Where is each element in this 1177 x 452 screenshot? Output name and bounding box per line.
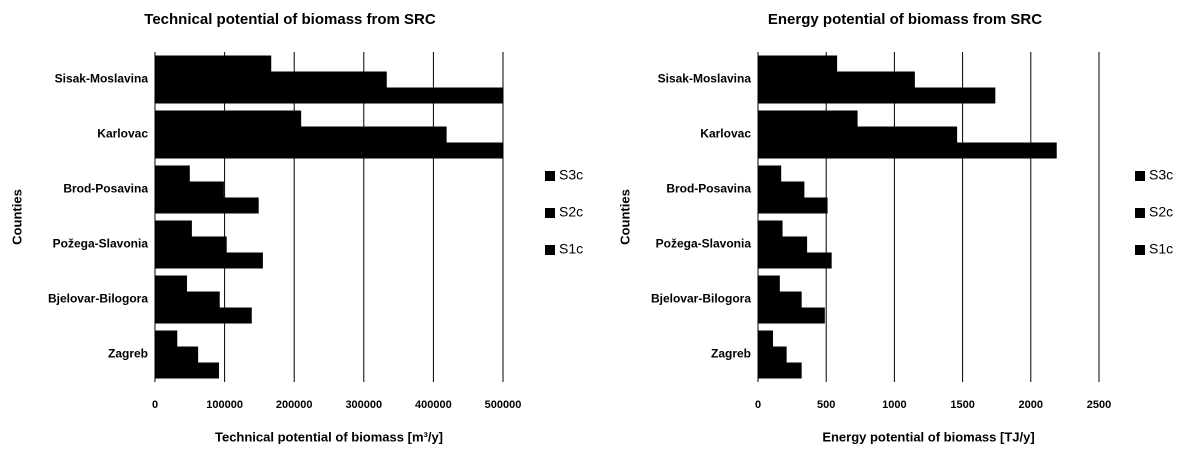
bar [155,275,188,292]
bar [155,142,503,159]
y-tick-label: Bjelovar-Bilogora [48,292,148,306]
y-tick-label: Karlovac [700,127,751,141]
bar [155,252,263,269]
bar [155,197,259,214]
bar [758,110,858,127]
y-tick-label: Brod-Posavina [666,182,751,196]
bar [155,346,199,363]
bar [155,55,272,72]
bars [155,55,503,379]
bar [758,275,780,292]
bar [155,87,503,104]
x-tick-label: 300000 [345,399,382,411]
x-tick-label: 500000 [485,399,522,411]
legend-swatch [545,245,555,255]
x-tick-label: 100000 [206,399,243,411]
bar [155,236,227,253]
x-axis-title: Technical potential of biomass [m³/y] [215,429,443,444]
bar [155,307,252,324]
bars [758,55,1057,379]
chart-title: Energy potential of biomass from SRC [768,11,1042,28]
bar [758,362,802,379]
legend-label: S2c [1149,204,1173,220]
bar [758,330,774,347]
bar [758,220,783,237]
bar [758,307,825,324]
legend-swatch [545,208,555,218]
y-tick-label: Bjelovar-Bilogora [651,292,751,306]
bar [758,71,915,88]
bar [155,330,178,347]
legend-label: S3c [559,167,583,183]
bar [758,126,958,143]
legend-label: S1c [559,241,583,257]
bar [155,165,190,182]
bar [758,197,828,214]
legend-label: S1c [1149,241,1173,257]
x-tick-label: 200000 [276,399,313,411]
bar [758,181,805,198]
bar [758,236,808,253]
bar [758,291,802,308]
x-tick-label: 1500 [950,399,974,411]
bar [758,142,1057,159]
y-tick-label: Sisak-Moslavina [658,72,752,86]
y-axis-title: Counties [9,189,24,245]
bar [758,252,832,269]
legend-swatch [1135,208,1145,218]
y-tick-label: Zagreb [711,347,751,361]
bar [155,71,387,88]
bar [155,181,224,198]
x-tick-label: 500 [817,399,835,411]
bar [155,220,192,237]
y-tick-label: Zagreb [108,347,148,361]
y-tick-label: Brod-Posavina [63,182,148,196]
x-tick-label: 2500 [1087,399,1111,411]
legend-swatch [1135,171,1145,181]
bar [758,346,787,363]
legend-label: S3c [1149,167,1173,183]
chart-title: Technical potential of biomass from SRC [144,11,436,28]
x-tick-label: 2000 [1019,399,1043,411]
bar [758,87,996,104]
bar [155,291,220,308]
bar [155,362,220,379]
legend-swatch [1135,245,1145,255]
bar [758,55,838,72]
x-tick-label: 0 [755,399,761,411]
bar [155,126,447,143]
x-axis-title: Energy potential of biomass [TJ/y] [822,429,1034,444]
y-tick-label: Karlovac [97,127,148,141]
bar [155,110,302,127]
legend-swatch [545,171,555,181]
legend-label: S2c [559,204,583,220]
x-tick-label: 0 [152,399,158,411]
bar [758,165,782,182]
x-tick-label: 400000 [415,399,452,411]
x-tick-label: 1000 [882,399,906,411]
y-tick-label: Požega-Slavonia [656,237,752,251]
y-tick-label: Sisak-Moslavina [55,72,149,86]
y-tick-label: Požega-Slavonia [53,237,149,251]
y-axis-title: Counties [617,189,632,245]
